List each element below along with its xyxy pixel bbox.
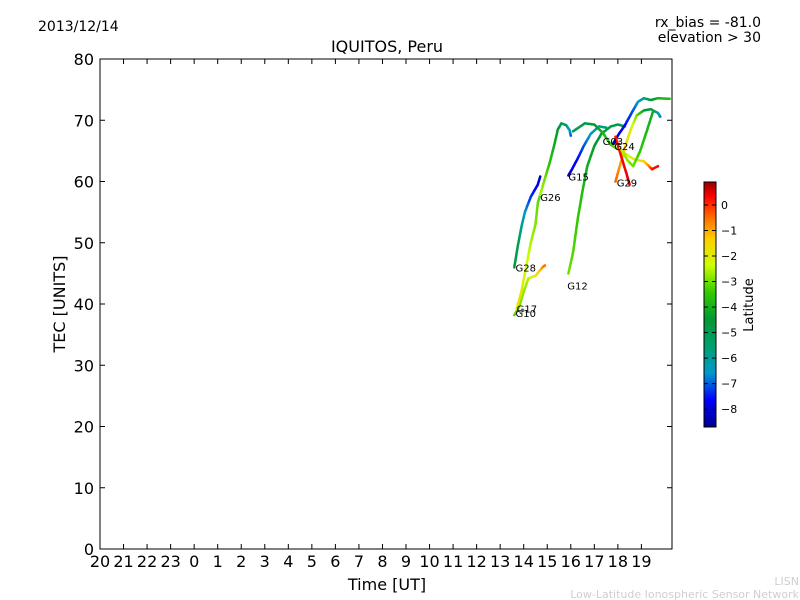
credit-line1: LISN [774,575,799,588]
satellite-label: G28 [516,263,536,274]
satellite-label: G24 [614,142,634,153]
colorbar-ticks: 0 −1 −2 −3 −4 −5 −6 −7 −8 [704,199,737,416]
data-point [651,109,655,113]
x-tick-label: 20 [90,552,110,571]
rx-bias-label: rx_bias = -81.0 [655,15,761,31]
x-axis-label: Time [UT] [347,575,426,594]
x-tick-label: 3 [260,552,270,571]
colorbar [703,181,717,428]
x-tick-label: 12 [466,552,486,571]
colorbar-label: Latitude [742,278,757,332]
data-point [658,115,662,118]
data-point [569,134,573,137]
satellite-label: G10 [516,309,536,320]
data-point [538,175,542,178]
data-points [513,96,671,317]
x-tick-label: 8 [377,552,387,571]
satellite-label: G26 [540,193,560,204]
satellite-label: G15 [568,173,588,184]
y-tick-label: 60 [74,173,94,192]
data-point [543,264,547,267]
satellite-label: G29 [617,179,637,190]
data-point [656,164,660,168]
x-tick-label: 2 [236,552,246,571]
x-tick-label: 4 [283,552,293,571]
colorbar-tick-label: −1 [721,224,737,237]
x-tick-label: 9 [401,552,411,571]
x-tick-label: 1 [213,552,223,571]
x-tick-label: 7 [354,552,364,571]
colorbar-tick-label: −7 [721,378,737,391]
data-point [668,97,671,101]
y-tick-label: 10 [74,479,94,498]
y-tick-label: 50 [74,234,94,253]
x-tick-label: 17 [584,552,604,571]
colorbar-tick-label: −3 [721,276,737,289]
plot-frame [99,58,673,550]
x-tick-label: 23 [160,552,180,571]
x-axis: 20 21 22 23 0 1 2 3 4 5 6 7 8 9 10 11 12 13 14 15 16 17 18 19 [90,59,652,571]
y-axis-label: TEC [UNITS] [50,256,69,354]
y-tick-label: 70 [74,111,94,130]
date-label: 2013/12/14 [38,19,119,35]
x-tick-label: 14 [514,552,534,571]
y-tick-label: 20 [74,418,94,437]
x-tick-label: 18 [608,552,628,571]
colorbar-tick-label: 0 [721,199,728,212]
satellite-label: G12 [567,282,587,293]
colorbar-tick-label: −6 [721,352,737,365]
x-tick-label: 19 [631,552,651,571]
chart-title: IQUITOS, Peru [331,37,443,56]
colorbar-tick-label: −4 [721,301,737,314]
y-tick-label: 0 [84,540,94,559]
x-tick-label: 15 [537,552,557,571]
colorbar-tick-label: −5 [721,327,737,340]
y-tick-label: 80 [74,50,94,69]
x-tick-label: 21 [113,552,133,571]
elevation-label: elevation > 30 [658,30,761,46]
y-tick-label: 40 [74,295,94,314]
y-tick-label: 30 [74,356,94,375]
colorbar-tick-label: −8 [721,403,737,416]
x-tick-label: 10 [419,552,439,571]
x-tick-label: 5 [307,552,317,571]
x-tick-label: 11 [443,552,463,571]
x-tick-label: 0 [189,552,199,571]
x-tick-label: 6 [330,552,340,571]
x-tick-label: 13 [490,552,510,571]
x-tick-label: 22 [137,552,157,571]
satellite-label: G17 [517,304,537,315]
colorbar-tick-label: −2 [721,250,737,263]
credit-line2: Low-Latitude Ionospheric Sensor Network [570,588,799,600]
data-point [628,183,631,186]
satellite-label: G03 [603,137,623,148]
y-axis: 0 10 20 30 40 50 60 70 80 [74,50,672,559]
x-tick-label: 16 [561,552,581,571]
